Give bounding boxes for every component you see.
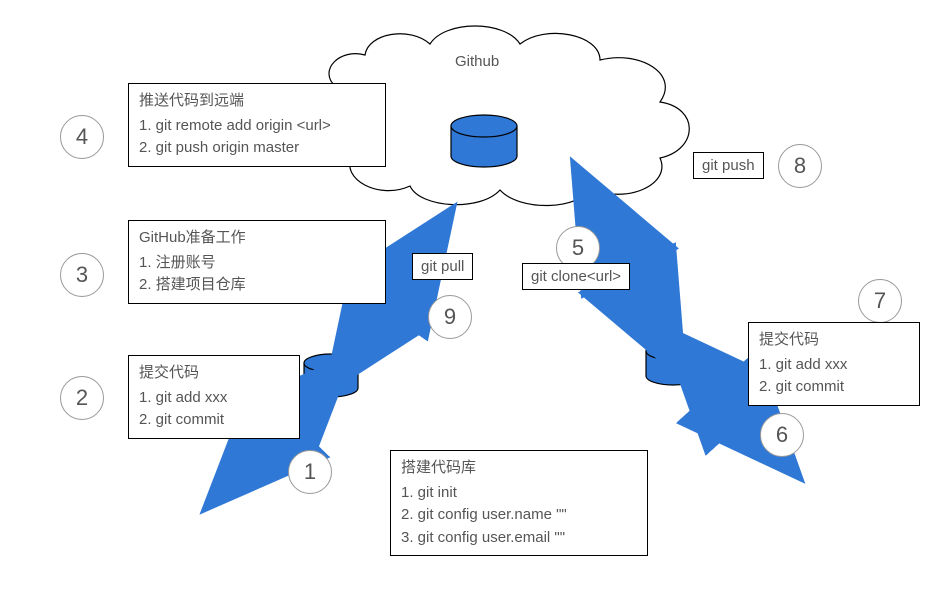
box4-line-0: 1. git remote add origin <url>	[139, 115, 375, 138]
box4-title: 推送代码到远端	[139, 90, 375, 113]
box-push-remote: 推送代码到远端1. git remote add origin <url>2. …	[128, 83, 386, 167]
step-1: 1	[288, 450, 332, 494]
svg-text:Git: Git	[326, 373, 337, 382]
git-left: Git	[304, 354, 358, 397]
step-2: 2	[60, 376, 104, 420]
box4-line-1: 2. git push origin master	[139, 137, 375, 160]
github-db	[451, 115, 517, 167]
box3-line-1: 2. 搭建项目仓库	[139, 274, 375, 297]
step-4: 4	[60, 115, 104, 159]
box-commit-left: 提交代码1. git add xxx2. git commit	[128, 355, 300, 439]
box7-line-1: 2. git commit	[759, 376, 909, 399]
box-commit-right: 提交代码1. git add xxx2. git commit	[748, 322, 920, 406]
label-git-pull: git pull	[412, 253, 473, 280]
svg-text:Git: Git	[668, 361, 679, 370]
box1-line-0: 1. git init	[401, 482, 637, 505]
step-9: 9	[428, 295, 472, 339]
box2-line-0: 1. git add xxx	[139, 387, 289, 410]
box7-line-0: 1. git add xxx	[759, 354, 909, 377]
step-7: 7	[858, 279, 902, 323]
box1-title: 搭建代码库	[401, 457, 637, 480]
git-right: Git	[646, 342, 700, 385]
diagram-stage: GitGit Github 123456789 推送代码到远端1. git re…	[0, 0, 942, 591]
box3-line-0: 1. 注册账号	[139, 252, 375, 275]
label-git-push: git push	[693, 152, 764, 179]
box-github-prep: GitHub准备工作1. 注册账号2. 搭建项目仓库	[128, 220, 386, 304]
box-init-repo: 搭建代码库1. git init2. git config user.name …	[390, 450, 648, 556]
box3-title: GitHub准备工作	[139, 227, 375, 250]
box2-line-1: 2. git commit	[139, 409, 289, 432]
box2-title: 提交代码	[139, 362, 289, 385]
box1-line-1: 2. git config user.name ""	[401, 504, 637, 527]
box1-line-2: 3. git config user.email ""	[401, 527, 637, 550]
step-3: 3	[60, 253, 104, 297]
step-8: 8	[778, 144, 822, 188]
cloud-label: Github	[455, 53, 499, 70]
label-git-clone: git clone<url>	[522, 263, 630, 290]
box7-title: 提交代码	[759, 329, 909, 352]
step-6: 6	[760, 413, 804, 457]
